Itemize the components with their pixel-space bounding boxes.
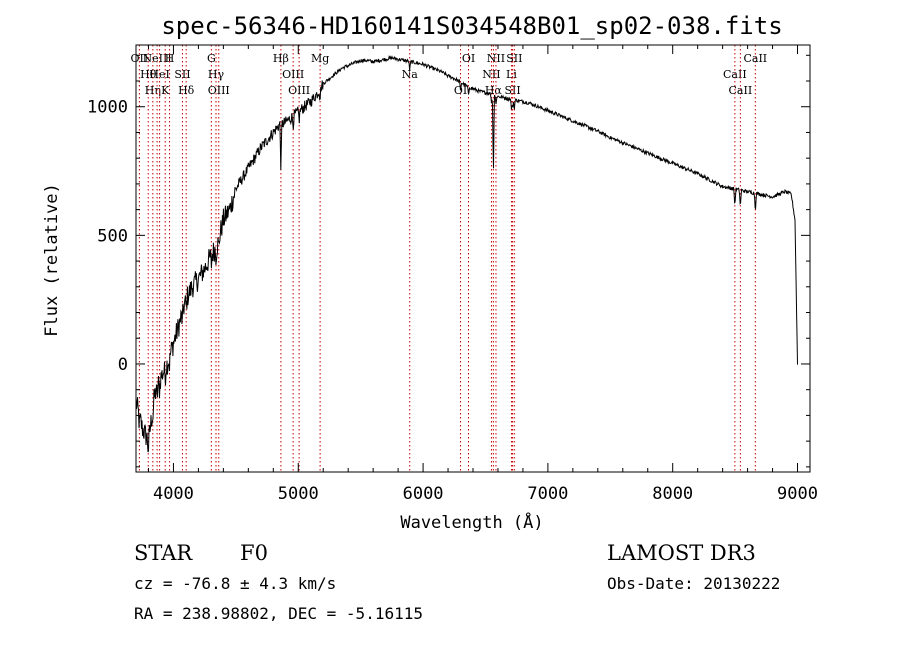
spectrum-line	[135, 54, 798, 453]
y-tick-label-2: 1000	[87, 98, 128, 118]
line-label-2: Hη	[145, 84, 161, 97]
y-tick-label-0: 0	[118, 355, 128, 375]
line-label-8: Hδ	[178, 84, 195, 97]
object-class: STAR	[134, 541, 193, 565]
x-tick-label-5: 9000	[777, 484, 818, 504]
coordinates-text: RA = 238.98802, DEC = -5.16115	[134, 604, 423, 623]
line-label-14: OIII	[288, 84, 310, 97]
redshift-text: cz = -76.8 ± 4.3 km/s	[134, 574, 337, 593]
line-label-15: Mg	[311, 52, 329, 65]
line-label-10: Hγ	[208, 68, 225, 81]
line-label-22: Li	[506, 68, 517, 81]
x-tick-label-4: 8000	[652, 484, 693, 504]
plot-area: OIIHθHηNeIIIHeIKHSIIHδGHγOIIIHβOIIIOIIIM…	[87, 44, 818, 504]
line-label-21: NII	[487, 52, 505, 65]
x-tick-label-1: 5000	[278, 484, 319, 504]
line-label-5: K	[161, 84, 170, 97]
line-label-18: OI	[462, 52, 475, 65]
line-label-9: G	[207, 52, 216, 65]
line-label-16: Na	[402, 68, 419, 81]
line-label-3: NeIII	[143, 52, 172, 65]
y-tick-label-1: 500	[97, 226, 128, 246]
x-tick-label-2: 6000	[403, 484, 444, 504]
y-axis-label: Flux (relative)	[42, 183, 62, 337]
line-label-6: H	[165, 52, 175, 65]
line-label-19: NII	[482, 68, 500, 81]
line-label-23: SII	[504, 84, 520, 97]
line-label-25: CaII	[723, 68, 747, 81]
line-label-4: HeI	[149, 68, 169, 81]
line-label-13: OIII	[282, 68, 304, 81]
survey-name: LAMOST DR3	[607, 541, 756, 565]
line-label-24: SII	[506, 52, 522, 65]
x-tick-label-0: 4000	[153, 484, 194, 504]
plot-frame	[135, 44, 811, 473]
line-label-26: CaII	[729, 84, 753, 97]
line-label-11: OIII	[208, 84, 230, 97]
line-label-27: CaII	[743, 52, 767, 65]
x-tick-label-3: 7000	[527, 484, 568, 504]
object-subclass: F0	[240, 541, 268, 565]
chart-title: spec-56346-HD160141S034548B01_sp02-038.f…	[161, 12, 782, 40]
line-label-12: Hβ	[273, 52, 289, 65]
line-label-20: Hα	[485, 84, 503, 97]
line-label-0: OII	[131, 52, 149, 65]
obs-date: Obs-Date: 20130222	[607, 574, 781, 593]
x-axis-label: Wavelength (Å)	[400, 511, 543, 533]
line-label-17: OI	[454, 84, 467, 97]
line-label-7: SII	[174, 68, 190, 81]
